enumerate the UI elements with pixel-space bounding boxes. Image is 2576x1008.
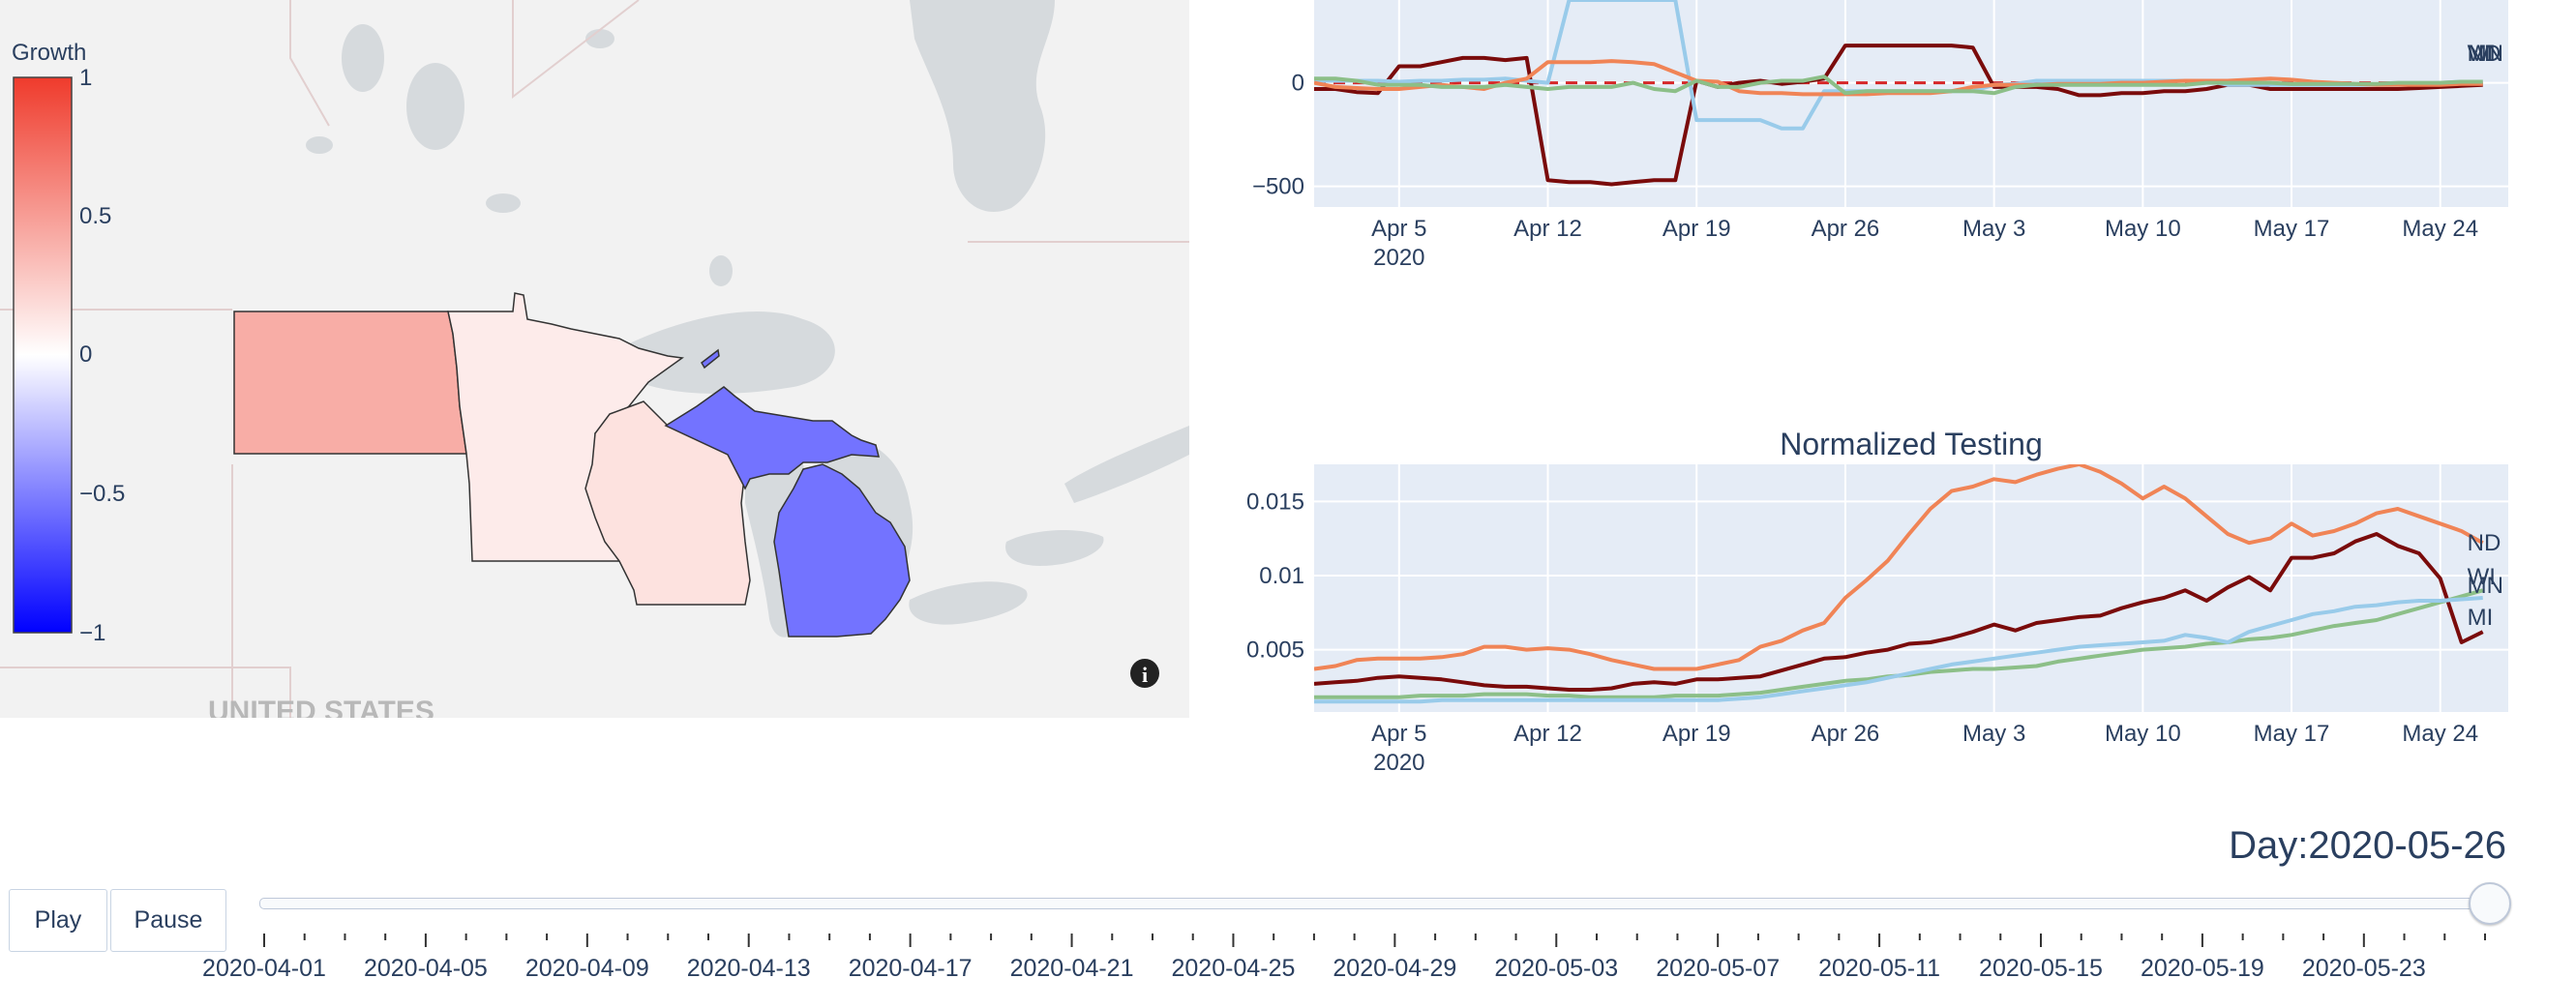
x-tick-label: May 10 — [2105, 721, 2181, 747]
colorbar-tick: 0 — [79, 341, 92, 368]
plot-area — [1314, 0, 2508, 207]
colorbar-tick: −0.5 — [79, 481, 125, 507]
series-end-label: MI — [2468, 41, 2494, 67]
basemap-water — [306, 0, 1189, 637]
slider-tick-label: 2020-04-05 — [364, 955, 488, 982]
x-tick-label: May 24 — [2402, 721, 2478, 747]
x-tick-label: May 3 — [1962, 721, 2025, 747]
chart-title: Normalized Testing — [1780, 427, 2043, 461]
y-tick-label: 0 — [1292, 71, 1304, 97]
series-end-label: MI — [2468, 605, 2494, 631]
y-tick-label: −500 — [1252, 174, 1304, 200]
slider-tick-label: 2020-04-17 — [849, 955, 973, 982]
slider-tick-label: 2020-04-13 — [687, 955, 811, 982]
x-tick-sublabel: 2020 — [1373, 245, 1424, 271]
x-tick-label: Apr 26 — [1812, 721, 1880, 747]
lake-superior — [611, 311, 835, 394]
series-line-mn[interactable] — [1314, 74, 2483, 96]
day-prefix: Day: — [2229, 824, 2309, 867]
state-michigan-upper[interactable] — [664, 386, 880, 490]
slider-tick-label: 2020-05-11 — [1818, 955, 1940, 982]
series-line-wi[interactable] — [1314, 44, 2483, 187]
day-value: 2020-05-26 — [2308, 824, 2506, 867]
series-line-wi[interactable] — [1314, 532, 2484, 692]
lake-erie — [909, 581, 1028, 625]
slider-tick-label: 2020-05-19 — [2141, 955, 2264, 982]
series-end-label: WI — [2468, 41, 2496, 67]
series-end-label: ND — [2468, 41, 2501, 67]
slider-tick-label: 2020-04-21 — [1010, 955, 1134, 982]
slider-tick-label: 2020-04-01 — [202, 955, 326, 982]
normalized-testing-chart[interactable]: Apr 5 Apr 12 Apr 19 Apr 26 May 3 May 10 May 17… — [1200, 406, 2576, 784]
state-michigan-isle[interactable] — [701, 348, 720, 370]
st-lawrence — [1064, 426, 1189, 503]
colorbar-title: Growth — [12, 40, 86, 66]
y-tick-label: 0.01 — [1259, 563, 1304, 589]
lake-north-2 — [585, 29, 614, 48]
lake-winnipeg — [406, 63, 464, 150]
y-tick-label: 0.015 — [1246, 489, 1304, 515]
state-north-dakota[interactable] — [233, 311, 467, 455]
x-tick-label: Apr 12 — [1513, 216, 1582, 242]
play-button[interactable]: Play — [9, 889, 107, 952]
x-tick-label: May 17 — [2254, 216, 2330, 242]
x-tick-label: Apr 19 — [1662, 721, 1731, 747]
x-tick-label: May 24 — [2402, 216, 2478, 242]
slider-tick-label: 2020-05-15 — [1979, 955, 2103, 982]
series-end-label: ND — [2468, 530, 2501, 556]
colorbar-tick: 1 — [79, 65, 92, 91]
basemap-country-label: UNITED STATES — [208, 696, 434, 718]
lake-north-1 — [342, 24, 384, 92]
slider-tick-label: 2020-04-09 — [525, 955, 649, 982]
pause-button[interactable]: Pause — [110, 889, 226, 952]
series-line-nd[interactable] — [1314, 464, 2484, 671]
x-tick-label: Apr 5 — [1371, 721, 1426, 747]
lake-ontario — [1005, 530, 1104, 566]
y-tick-label: 0.005 — [1246, 637, 1304, 664]
series-end-label: MN — [2468, 573, 2503, 599]
growth-line-chart[interactable]: Apr 5 Apr 12 Apr 19 Apr 26 May 3 May 10 May 17… — [1200, 0, 2576, 281]
slider-tick-label: 2020-04-29 — [1333, 955, 1456, 982]
colorbar-tick: 0.5 — [79, 203, 111, 229]
x-tick-label: Apr 26 — [1812, 216, 1880, 242]
slider-tick-label: 2020-04-25 — [1172, 955, 1296, 982]
lake-north-3 — [306, 136, 333, 154]
colorbar-gradient — [13, 76, 73, 634]
series-group — [1314, 0, 2483, 187]
series-line-nd[interactable] — [1314, 59, 2483, 97]
slider-tick-label: 2020-05-07 — [1656, 955, 1780, 982]
colorbar: Growth 1 0.5 0 −0.5 −1 — [12, 40, 125, 646]
series-end-label: WI — [2468, 564, 2496, 590]
choropleth-map[interactable]: UNITED STATES Growth 1 0.5 0 −0.5 −1 i — [0, 0, 1189, 718]
info-icon[interactable]: i — [1130, 659, 1159, 688]
state-michigan-lower[interactable] — [773, 463, 911, 637]
x-tick-label: May 17 — [2254, 721, 2330, 747]
map-panel[interactable]: UNITED STATES Growth 1 0.5 0 −0.5 −1 i — [0, 0, 1189, 718]
plot-area — [1314, 464, 2508, 712]
x-tick-label: Apr 12 — [1513, 721, 1582, 747]
slider-track[interactable] — [259, 898, 2497, 909]
lake-woods — [486, 193, 521, 213]
hudson-bay-water — [910, 0, 1055, 212]
x-tick-label: May 3 — [1962, 216, 2025, 242]
x-tick-label: Apr 5 — [1371, 216, 1426, 242]
slider-tick-label: 2020-05-03 — [1494, 955, 1618, 982]
series-line-mi[interactable] — [1314, 596, 2483, 704]
colorbar-tick: −1 — [79, 620, 105, 646]
x-tick-label: May 10 — [2105, 216, 2181, 242]
slider-ticks: 2020-04-01 2020-04-05 2020-04-09 2020-04-13… — [202, 934, 2486, 982]
lake-nipigon — [709, 255, 733, 286]
series-end-label: MN — [2468, 41, 2503, 67]
svg-text:i: i — [1142, 663, 1148, 687]
series-group — [1314, 464, 2484, 704]
slider-tick-label: 2020-05-23 — [2302, 955, 2426, 982]
x-tick-sublabel: 2020 — [1373, 750, 1424, 776]
x-tick-label: Apr 19 — [1662, 216, 1731, 242]
slider-handle[interactable] — [2469, 882, 2511, 925]
current-day-label: Day:2020-05-26 — [2229, 824, 2506, 868]
